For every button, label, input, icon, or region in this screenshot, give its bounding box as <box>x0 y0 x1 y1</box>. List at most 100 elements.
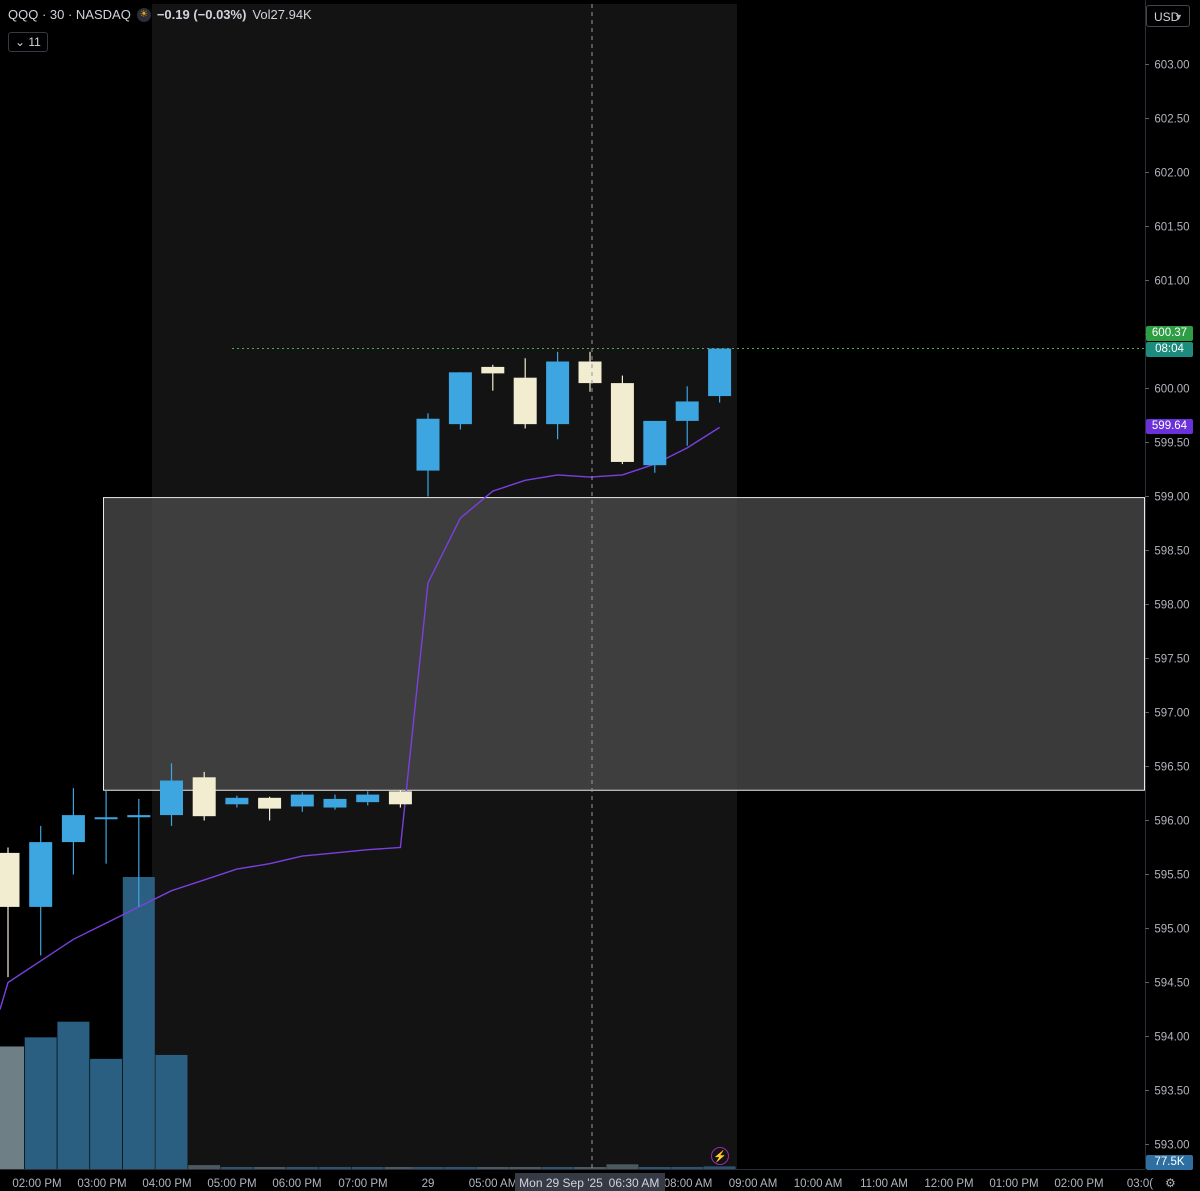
candle-body <box>127 815 151 818</box>
time-tick-label: 04:00 PM <box>142 1178 191 1190</box>
volume-bar <box>412 1167 444 1169</box>
candle <box>416 413 440 497</box>
time-tick-label: 01:00 PM <box>989 1178 1038 1190</box>
volume-value-tag: 77.5K <box>1146 1155 1193 1170</box>
candle-body <box>675 401 699 421</box>
candle-body <box>225 797 249 805</box>
time-tick-label: 02:00 PM <box>12 1178 61 1190</box>
caret-down-icon: ▼ <box>1174 12 1183 22</box>
candle-body <box>708 348 732 397</box>
volume-bar <box>574 1167 606 1169</box>
currency-label: USD <box>1154 10 1180 24</box>
volume-bar <box>703 1166 736 1169</box>
volume-bar <box>90 1058 123 1169</box>
volume-value: 27.94K <box>270 7 312 22</box>
symbol-title[interactable]: QQQ · 30 · NASDAQ <box>8 7 131 22</box>
candle-body <box>416 418 440 471</box>
candle <box>481 364 505 391</box>
last-price-tag: 600.37 <box>1146 326 1193 341</box>
rectangle-drawing <box>103 497 1145 791</box>
volume-bar <box>319 1167 351 1169</box>
price-tick-label: 596.00 <box>1154 816 1189 828</box>
time-tick-label: 29 <box>422 1178 435 1190</box>
time-tick-label: 06:00 PM <box>272 1178 321 1190</box>
candle <box>388 790 412 808</box>
indicators-toggle-button[interactable]: ⌄ 11 <box>8 32 48 52</box>
volume-bar <box>606 1164 639 1169</box>
lightning-icon[interactable]: ⚡ <box>711 1147 729 1165</box>
volume-bar <box>24 1037 57 1169</box>
symbol-header: QQQ · 30 · NASDAQ ☀ −0.19 (−0.03%) Vol27… <box>8 7 312 22</box>
price-tick-label: 597.00 <box>1154 708 1189 720</box>
candle <box>0 847 20 978</box>
sun-icon: ☀ <box>136 7 151 22</box>
candle <box>258 796 282 821</box>
candle-body <box>192 777 216 817</box>
price-tick-label: 601.00 <box>1154 276 1189 288</box>
volume-bar <box>57 1021 90 1169</box>
candle-body <box>94 817 118 820</box>
price-tick-label: 595.50 <box>1154 870 1189 882</box>
volume-bar <box>188 1165 221 1169</box>
candle-body <box>290 794 314 807</box>
volume-bar <box>286 1167 319 1169</box>
chevron-down-icon: ⌄ <box>15 35 29 49</box>
price-tick-label: 593.00 <box>1154 1140 1189 1152</box>
candle <box>356 791 380 806</box>
candle-body <box>61 815 85 843</box>
candle <box>94 790 118 864</box>
time-tick-label: 05:00 AM <box>469 1178 518 1190</box>
vwap-value-tag: 599.64 <box>1146 419 1193 434</box>
time-tick-label: 03:0( <box>1127 1178 1153 1190</box>
volume-bar <box>444 1167 477 1169</box>
price-tick-label: 603.00 <box>1154 60 1189 72</box>
settings-icon[interactable]: ⚙ <box>1165 1176 1176 1190</box>
currency-select[interactable]: USD ▼ <box>1146 5 1190 27</box>
candle <box>643 420 667 473</box>
price-tick-label: 600.00 <box>1154 384 1189 396</box>
volume-bar <box>122 877 155 1169</box>
volume-bar <box>220 1167 253 1169</box>
price-tick-label: 594.00 <box>1154 1032 1189 1044</box>
candle-body <box>29 842 53 907</box>
price-tick-label: 595.00 <box>1154 924 1189 936</box>
price-tick-label: 601.50 <box>1154 222 1189 234</box>
volume-bar <box>541 1167 574 1169</box>
time-tick-label: 07:00 PM <box>338 1178 387 1190</box>
time-tick-label: 11:00 AM <box>860 1178 908 1190</box>
price-tick-label: 602.00 <box>1154 168 1189 180</box>
candle-body <box>643 420 667 466</box>
volume-bar <box>509 1167 542 1169</box>
volume-readout: Vol27.94K <box>252 7 311 22</box>
volume-bar <box>671 1167 704 1169</box>
price-tick-label: 598.50 <box>1154 546 1189 558</box>
volume-bar <box>155 1054 188 1169</box>
time-tick-label: 05:00 PM <box>207 1178 256 1190</box>
volume-label: Vol <box>252 7 271 22</box>
candle <box>61 788 85 875</box>
candle <box>448 372 472 430</box>
candle-body <box>356 794 380 803</box>
volume-bar <box>351 1167 384 1169</box>
volume-bar <box>638 1167 671 1169</box>
price-tick-label: 599.50 <box>1154 438 1189 450</box>
candle <box>290 792 314 812</box>
candle <box>225 795 249 808</box>
crosshair-time-label: 06:30 AM <box>609 1176 660 1190</box>
time-tick-label: 08:00 AM <box>664 1178 713 1190</box>
indicators-count: 11 <box>28 35 41 49</box>
price-tick-label: 602.50 <box>1154 114 1189 126</box>
volume-bar <box>0 1046 24 1169</box>
candle-body <box>513 377 537 425</box>
candle <box>323 794 347 810</box>
candle-body <box>481 366 505 374</box>
price-tick-label: 598.00 <box>1154 600 1189 612</box>
candle-body <box>578 361 602 384</box>
time-tick-label: 02:00 PM <box>1054 1178 1103 1190</box>
vwap-line <box>0 426 720 1010</box>
price-change: −0.19 (−0.03%) <box>156 7 247 22</box>
candle-body <box>0 852 20 907</box>
price-tick-label: 597.50 <box>1154 654 1189 666</box>
